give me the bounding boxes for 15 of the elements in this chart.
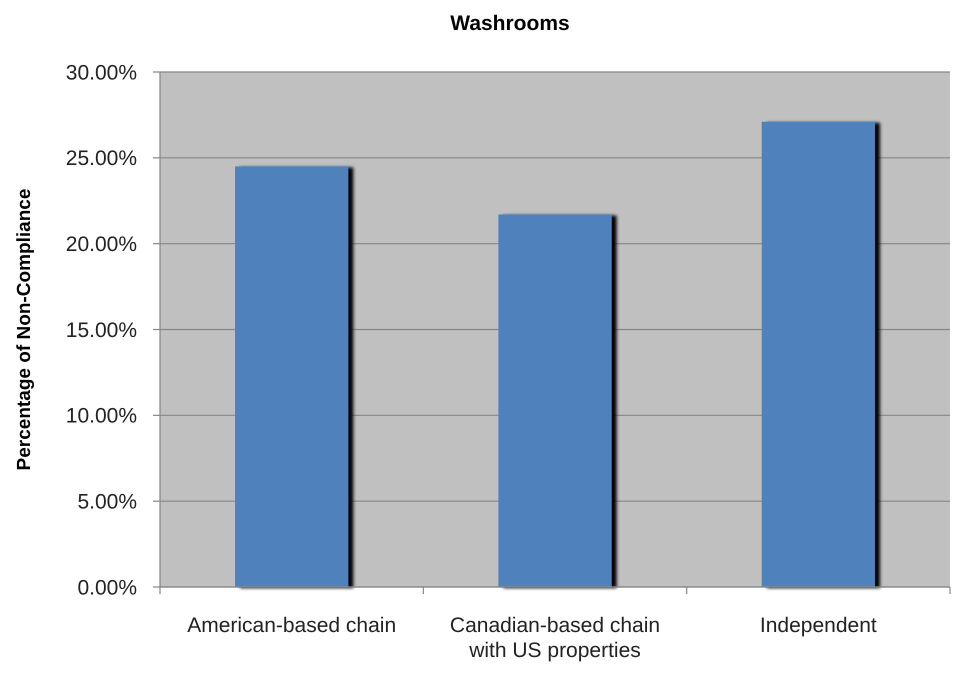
x-tick-label: Canadian-based chain with US properties xyxy=(450,614,660,662)
y-tick-label: 20.00% xyxy=(66,233,137,256)
bar xyxy=(235,166,348,587)
y-tick-label: 0.00% xyxy=(77,576,137,600)
bar xyxy=(762,122,875,587)
chart-title: Washrooms xyxy=(450,12,570,35)
y-axis-title: Percentage of Non-Compliance xyxy=(14,188,35,470)
x-tick-label: American-based chain xyxy=(187,614,396,637)
y-tick-label: 10.00% xyxy=(66,404,137,428)
y-tick-label: 15.00% xyxy=(66,318,137,342)
y-tick-label: 5.00% xyxy=(77,490,137,514)
y-tick-label: 25.00% xyxy=(66,147,137,170)
bar xyxy=(498,214,612,587)
x-tick-label: Independent xyxy=(760,614,877,637)
y-tick-label: 30.00% xyxy=(66,61,137,84)
